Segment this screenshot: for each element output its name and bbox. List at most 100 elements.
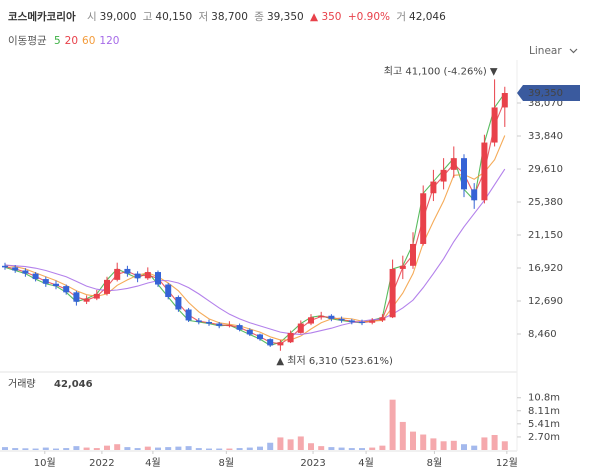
volume-bar [471,445,478,450]
candle-body [246,329,253,335]
volume-bar [83,447,90,450]
candle-body [450,158,457,170]
quote-value: 39,000 [99,11,137,23]
legend-entry: 20 [64,35,79,47]
quote-value: 38,700 [211,11,248,23]
candle-body [379,317,386,321]
price-tag-label: 39,350 [528,88,563,99]
candle-body [134,273,141,279]
candle-body [328,315,335,319]
candle-body [236,325,243,330]
volume-bar [165,447,172,450]
volume-bar [501,441,508,450]
ma-line [4,135,506,341]
volume-bar [42,447,49,450]
volume-bar [155,447,161,450]
candle-body [114,268,121,280]
candle-body [389,268,396,318]
x-tick-label: 2023 [300,458,325,469]
ma-legend: 이동평균 5 20 60 120 [8,33,123,48]
candle-body [410,243,416,266]
volume-bar [22,448,29,450]
volume-tick-label: 10.8m [528,393,560,404]
volume-bar [93,448,100,450]
volume-bar [216,448,223,450]
volume-bar [53,448,59,450]
quote-value: 42,046 [409,11,446,23]
candle-body [420,193,427,244]
y-tick-label: 8,460 [528,329,557,340]
x-tick-label: 4월 [145,457,161,469]
volume-bar [185,446,192,450]
volume-tick-label: 8.11m [528,406,560,417]
candle-body [226,325,233,327]
high-annotation: 최고 41,100 (-4.26%) ▼ [384,65,498,77]
price-change-pct: +0.90% [347,11,390,23]
volume-tick-label: 5.41m [528,419,560,430]
volume-bar [104,445,110,450]
x-tick-label: 4월 [358,457,374,469]
volume-bar [297,436,304,450]
candle-body [93,293,100,299]
candle-body [206,321,212,324]
volume-bar [410,431,416,450]
y-tick-label: 21,150 [528,230,563,241]
scale-mode-select[interactable]: Linear [529,45,578,57]
candle-body [277,342,284,346]
volume-bar [359,448,365,450]
candle-body [481,142,488,201]
volume-bar [399,421,406,450]
volume-bar [328,447,335,450]
candle-body [257,334,263,340]
volume-bar [32,448,39,450]
candle-body [195,320,202,322]
ma-line [4,92,506,346]
x-tick-label: 10월 [34,457,56,469]
volume-bar [461,444,467,450]
y-tick-label: 25,380 [528,197,563,208]
candle-body [32,273,39,280]
volume-title: 거래량 [8,378,36,390]
quote-label: 고 [142,11,153,23]
candle-body [124,268,131,274]
volume-bar [12,448,19,450]
candle-body [144,272,151,279]
volume-bar [236,448,243,450]
volume-bar [379,445,386,450]
volume-bar [175,446,182,450]
volume-bar [338,447,345,450]
candle-body [155,272,161,285]
candle-body [440,169,447,182]
candle-body [22,270,29,274]
volume-bar [308,443,314,450]
y-tick-label: 33,840 [528,131,563,142]
x-tick-label: 2022 [89,458,114,469]
x-tick-label: 8월 [219,457,235,469]
volume-bar [63,448,70,450]
candle-body [104,279,110,294]
y-tick-label: 38,070 [528,98,563,109]
low-annotation: ▲ 최저 6,310 (523.61%) [276,355,393,367]
volume-bar [491,435,498,450]
volume-bar [318,446,325,450]
candle-body [318,315,325,318]
price-tag [517,85,580,102]
legend-entry: 5 [53,35,61,47]
candle-body [471,189,478,201]
y-tick-label: 29,610 [528,164,563,175]
candle-body [83,298,90,302]
volume-bar [124,447,131,450]
candle-body [369,320,376,323]
candle-body [185,309,192,321]
ma-legend-title: 이동평균 [8,35,47,47]
volume-bar [114,444,121,450]
legend-entry: 120 [99,35,120,47]
candle-body [297,323,304,333]
quote-label: 시 [86,11,97,23]
quote-label: 거 [396,11,407,23]
candle-body [216,323,223,326]
volume-bar [420,434,427,450]
scale-mode[interactable]: Linear [529,45,562,57]
candle-body [175,297,182,310]
